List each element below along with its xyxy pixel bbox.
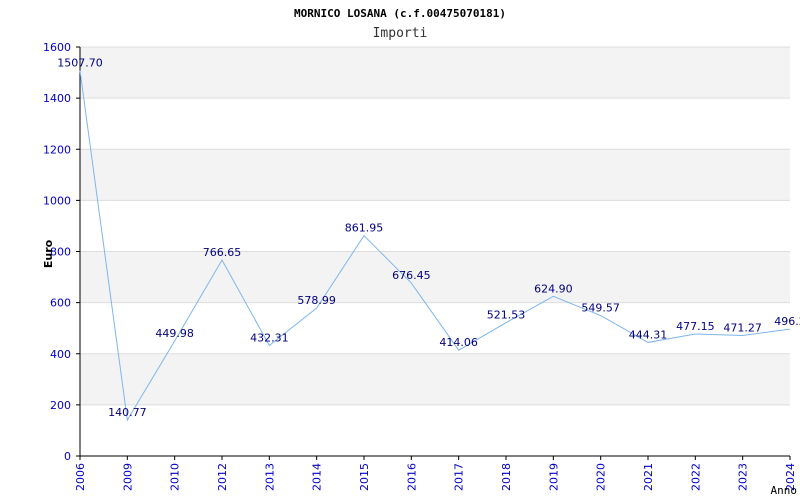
- grid-band: [80, 47, 790, 99]
- x-tick-label: 2012: [216, 463, 229, 491]
- x-tick-label: 2016: [405, 463, 418, 491]
- y-tick-label: 0: [64, 450, 71, 463]
- data-label: 578.99: [297, 294, 336, 307]
- x-tick-labels: 2006 2009 2010 2012 2013 2014 2015 2016 2017 2018…: [74, 456, 797, 491]
- data-label: 624.90: [534, 282, 573, 295]
- y-tick-label: 1400: [43, 92, 71, 105]
- grid-lines: [80, 46, 790, 457]
- data-labels: 1507.70 140.77 449.98 766.65 432.31 578.99 861…: [57, 57, 800, 419]
- y-tick-label: 1000: [43, 194, 71, 207]
- x-tick-label: 2021: [642, 463, 655, 491]
- x-tick-label: 2023: [737, 463, 750, 491]
- data-label: 414.06: [439, 336, 478, 349]
- grid-band: [80, 149, 790, 201]
- series-layer: [79, 70, 791, 422]
- y-tick-label: 1600: [43, 41, 71, 54]
- x-tick-label: 2018: [500, 463, 513, 491]
- x-tick-label: 2024: [784, 463, 797, 491]
- data-label: 471.27: [723, 322, 762, 335]
- data-label: 449.98: [155, 327, 194, 340]
- data-label: 549.57: [581, 302, 620, 315]
- grid-bands: [80, 47, 790, 405]
- chart-subtitle: Importi: [373, 26, 428, 41]
- y-tick-label: 1200: [43, 143, 71, 156]
- data-label: 521.53: [487, 309, 526, 322]
- x-tick-label: 2014: [311, 463, 324, 491]
- y-tick-label: 400: [50, 348, 71, 361]
- data-label: 140.77: [108, 406, 147, 419]
- data-label: 444.31: [629, 328, 668, 341]
- y-tick-label: 200: [50, 399, 71, 412]
- data-label: 766.65: [203, 246, 242, 259]
- chart-title: MORNICO LOSANA (c.f.00475070181): [294, 7, 506, 20]
- data-label: 432.31: [250, 331, 289, 344]
- y-tick-labels: 0 200 400 600 800 1000 1200 1400 1600: [43, 41, 80, 463]
- x-tick-label: 2006: [74, 463, 87, 491]
- data-label: 1507.70: [57, 57, 103, 70]
- x-axis-title: Anno: [771, 484, 798, 497]
- data-label: 496.2: [774, 315, 800, 328]
- x-tick-label: 2017: [453, 463, 466, 491]
- x-tick-label: 2020: [595, 463, 608, 491]
- x-tick-label: 2010: [169, 463, 182, 491]
- x-tick-label: 2009: [121, 463, 134, 491]
- x-tick-label: 2019: [547, 463, 560, 491]
- data-label: 676.45: [392, 269, 431, 282]
- y-tick-label: 800: [50, 246, 71, 259]
- x-tick-label: 2015: [358, 463, 371, 491]
- x-tick-label: 2013: [263, 463, 276, 491]
- grid-band: [80, 251, 790, 303]
- y-axis-title: Euro: [42, 239, 55, 268]
- data-label: 861.95: [345, 222, 384, 235]
- series-line: [79, 70, 791, 422]
- grid-band: [80, 353, 790, 405]
- y-tick-label: 600: [50, 297, 71, 310]
- x-tick-label: 2022: [689, 463, 702, 491]
- data-label: 477.15: [676, 320, 715, 333]
